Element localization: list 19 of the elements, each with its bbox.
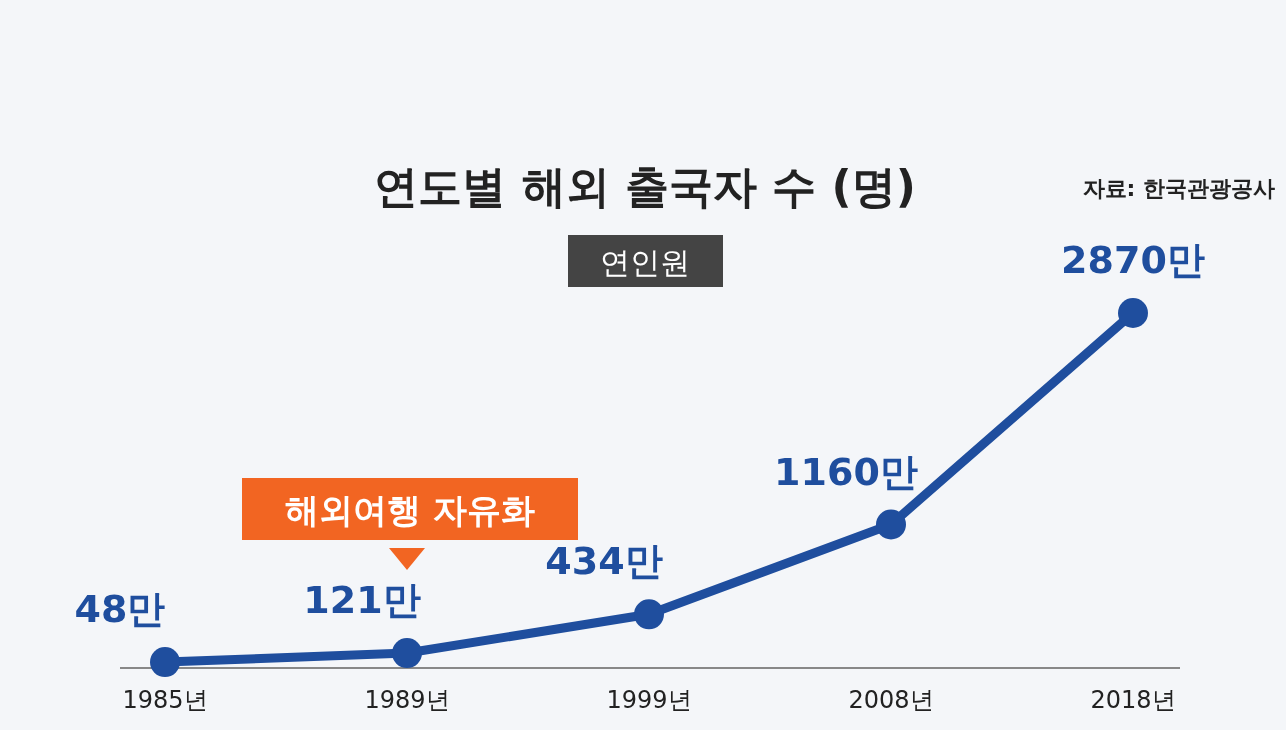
- x-tick-label: 1989년: [364, 686, 450, 714]
- text: 자료: 한국관광공사: [1082, 176, 1275, 201]
- point: [150, 647, 180, 678]
- chart-subtitle: 연인원: [600, 245, 690, 280]
- x-tick-label: 2008년: [848, 686, 934, 714]
- annotation: 해외여행 자유화: [285, 490, 535, 530]
- point: [876, 509, 906, 540]
- data-label: 121만: [303, 578, 421, 623]
- data-label: 1160만: [774, 449, 918, 494]
- chart-title: 연도별 해외 출국자 수 (명): [374, 161, 916, 212]
- point: [634, 599, 664, 630]
- x-tick-label: 1985년: [122, 686, 208, 714]
- data-label: 2870만: [1061, 238, 1205, 282]
- point: [1118, 298, 1148, 328]
- point: [392, 638, 422, 669]
- x-tick-label: 2018년: [1090, 686, 1176, 714]
- data-label: 48만: [74, 587, 166, 632]
- x-tick-label: 1999년: [606, 686, 692, 714]
- data-label: 434만: [545, 539, 663, 584]
